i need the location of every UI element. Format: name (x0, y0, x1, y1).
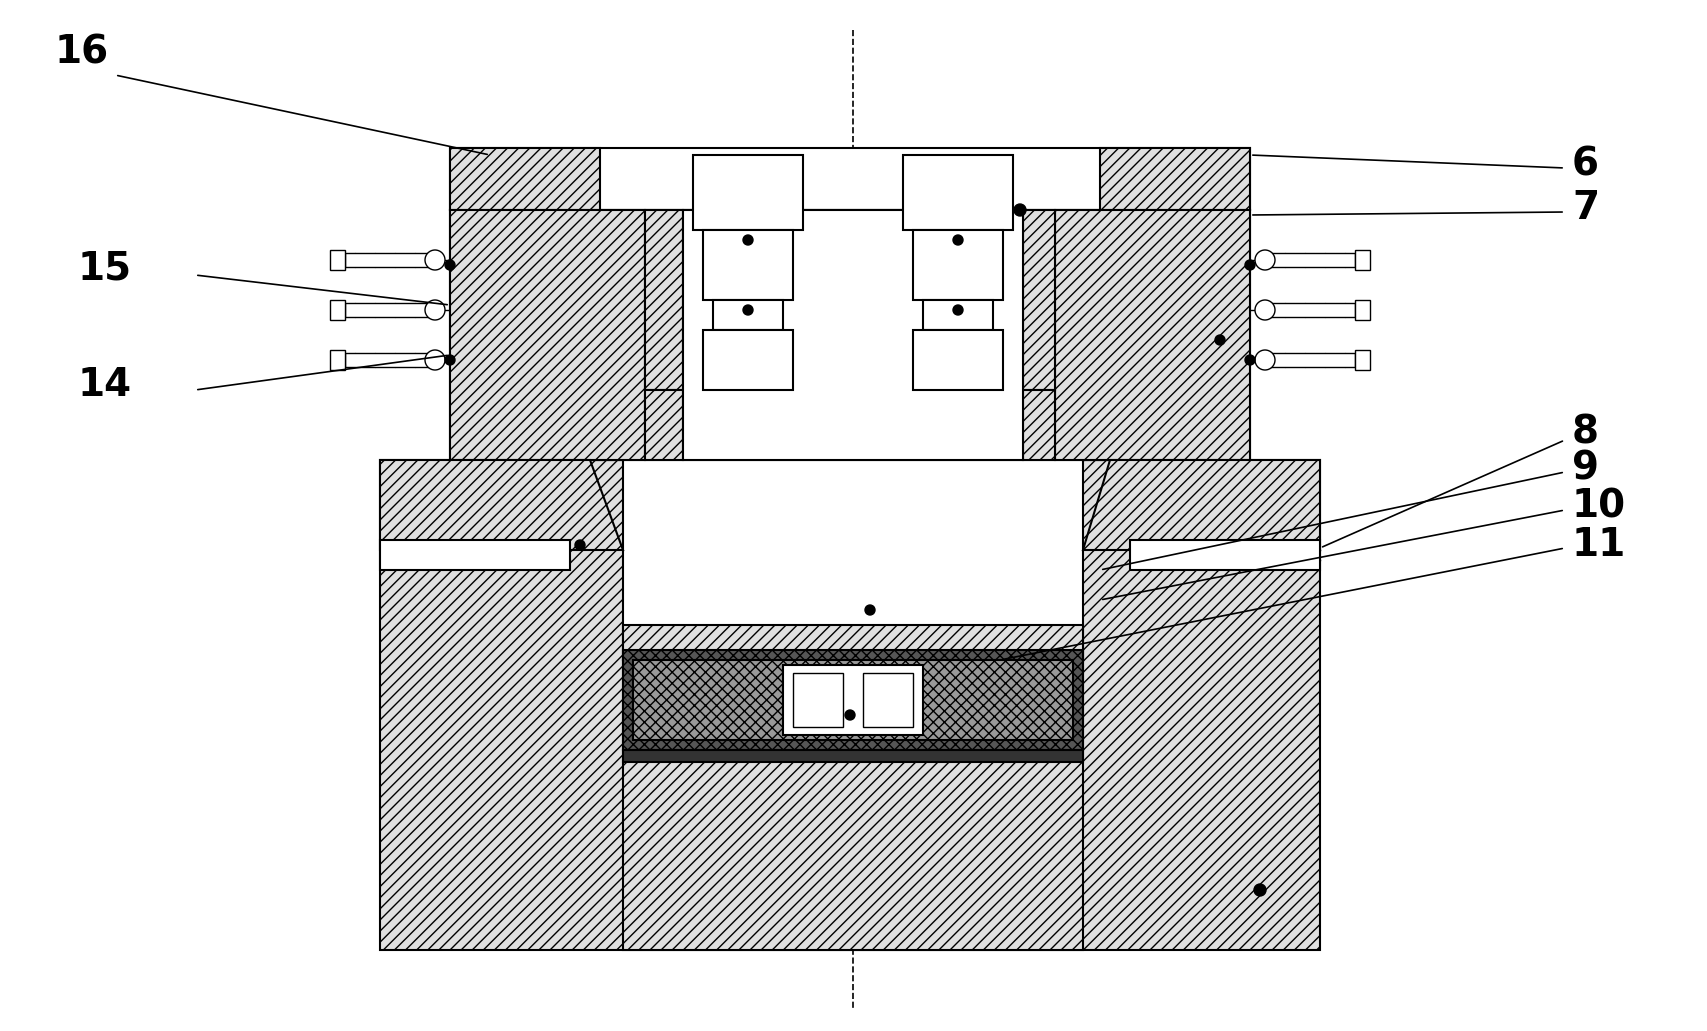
Circle shape (1244, 260, 1255, 270)
Bar (1130, 540, 1320, 570)
Bar (913, 230, 1004, 300)
Text: 6: 6 (1572, 146, 1599, 184)
Bar (623, 625, 1082, 660)
Bar (1355, 300, 1371, 320)
Bar (345, 303, 435, 317)
Circle shape (1255, 300, 1275, 320)
Circle shape (1014, 204, 1026, 217)
Bar (1355, 350, 1371, 370)
Bar (913, 330, 1004, 390)
Circle shape (953, 235, 963, 245)
Circle shape (1255, 350, 1275, 370)
Bar (381, 460, 1320, 950)
Circle shape (743, 235, 753, 245)
Bar (693, 155, 802, 230)
Circle shape (425, 350, 446, 370)
Bar (714, 300, 784, 330)
Text: 14: 14 (79, 366, 131, 404)
Text: 11: 11 (1572, 526, 1627, 564)
Bar (329, 350, 345, 370)
Bar (703, 230, 794, 300)
Bar (623, 650, 1082, 750)
Circle shape (425, 250, 446, 270)
Bar (451, 210, 1250, 460)
Bar (683, 210, 1022, 460)
Bar (864, 673, 913, 727)
Bar (1265, 353, 1355, 367)
Bar (1099, 148, 1250, 210)
Circle shape (1244, 355, 1255, 365)
Circle shape (953, 305, 963, 315)
Bar (623, 460, 1082, 660)
Bar (1055, 210, 1250, 460)
Text: 16: 16 (55, 33, 109, 71)
Text: 8: 8 (1572, 413, 1599, 451)
Bar (345, 353, 435, 367)
Bar (794, 673, 843, 727)
Circle shape (845, 710, 855, 720)
Bar (1022, 210, 1055, 390)
Circle shape (446, 355, 456, 365)
Text: 9: 9 (1572, 448, 1599, 487)
Bar (329, 250, 345, 270)
Bar (645, 390, 683, 460)
Bar (1265, 253, 1355, 267)
Polygon shape (1082, 460, 1320, 550)
Text: 7: 7 (1572, 189, 1599, 227)
Circle shape (865, 605, 876, 616)
Bar (451, 148, 599, 210)
Bar (381, 540, 570, 570)
Bar (329, 300, 345, 320)
Circle shape (425, 300, 446, 320)
Circle shape (575, 540, 586, 550)
Bar (623, 750, 1082, 762)
Circle shape (743, 305, 753, 315)
Bar (1265, 303, 1355, 317)
Bar (923, 300, 993, 330)
Bar (633, 660, 1074, 740)
Circle shape (1255, 250, 1275, 270)
Bar (1355, 250, 1371, 270)
Circle shape (1215, 335, 1226, 345)
Circle shape (1255, 884, 1267, 896)
Bar (345, 253, 435, 267)
Bar (1022, 390, 1055, 460)
Bar (451, 210, 645, 460)
Bar (623, 660, 1082, 950)
Circle shape (446, 260, 456, 270)
Polygon shape (381, 460, 623, 550)
Bar (451, 148, 1250, 210)
Bar (784, 665, 923, 735)
Bar (645, 210, 683, 390)
Bar (903, 155, 1012, 230)
Text: 10: 10 (1572, 487, 1627, 525)
Text: 15: 15 (79, 250, 131, 287)
Bar (703, 330, 794, 390)
